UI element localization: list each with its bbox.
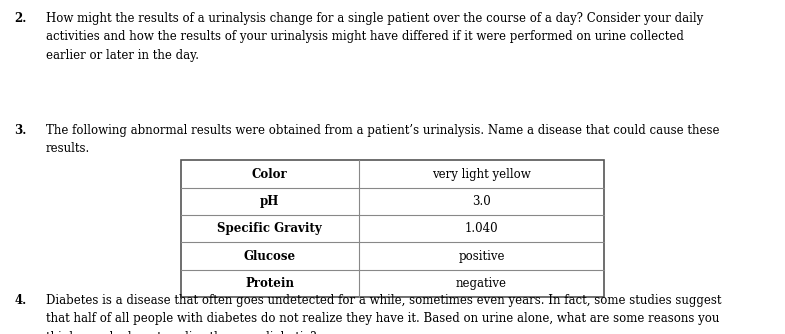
Text: Protein: Protein xyxy=(245,277,294,290)
Text: pH: pH xyxy=(260,195,279,208)
Text: Color: Color xyxy=(252,168,287,180)
Text: 3.0: 3.0 xyxy=(472,195,491,208)
Bar xyxy=(181,160,604,297)
Text: 2.: 2. xyxy=(14,12,27,25)
Text: 4.: 4. xyxy=(14,294,27,307)
Text: Glucose: Glucose xyxy=(243,250,296,263)
Text: How might the results of a urinalysis change for a single patient over the cours: How might the results of a urinalysis ch… xyxy=(46,12,703,62)
Text: The following abnormal results were obtained from a patient’s urinalysis. Name a: The following abnormal results were obta… xyxy=(46,124,719,155)
Text: very light yellow: very light yellow xyxy=(433,168,531,180)
Text: negative: negative xyxy=(456,277,507,290)
Text: 3.: 3. xyxy=(14,124,27,137)
Text: positive: positive xyxy=(458,250,505,263)
Text: Specific Gravity: Specific Gravity xyxy=(217,222,322,235)
Text: 1.040: 1.040 xyxy=(465,222,498,235)
Text: Diabetes is a disease that often goes undetected for a while, sometimes even yea: Diabetes is a disease that often goes un… xyxy=(46,294,721,334)
